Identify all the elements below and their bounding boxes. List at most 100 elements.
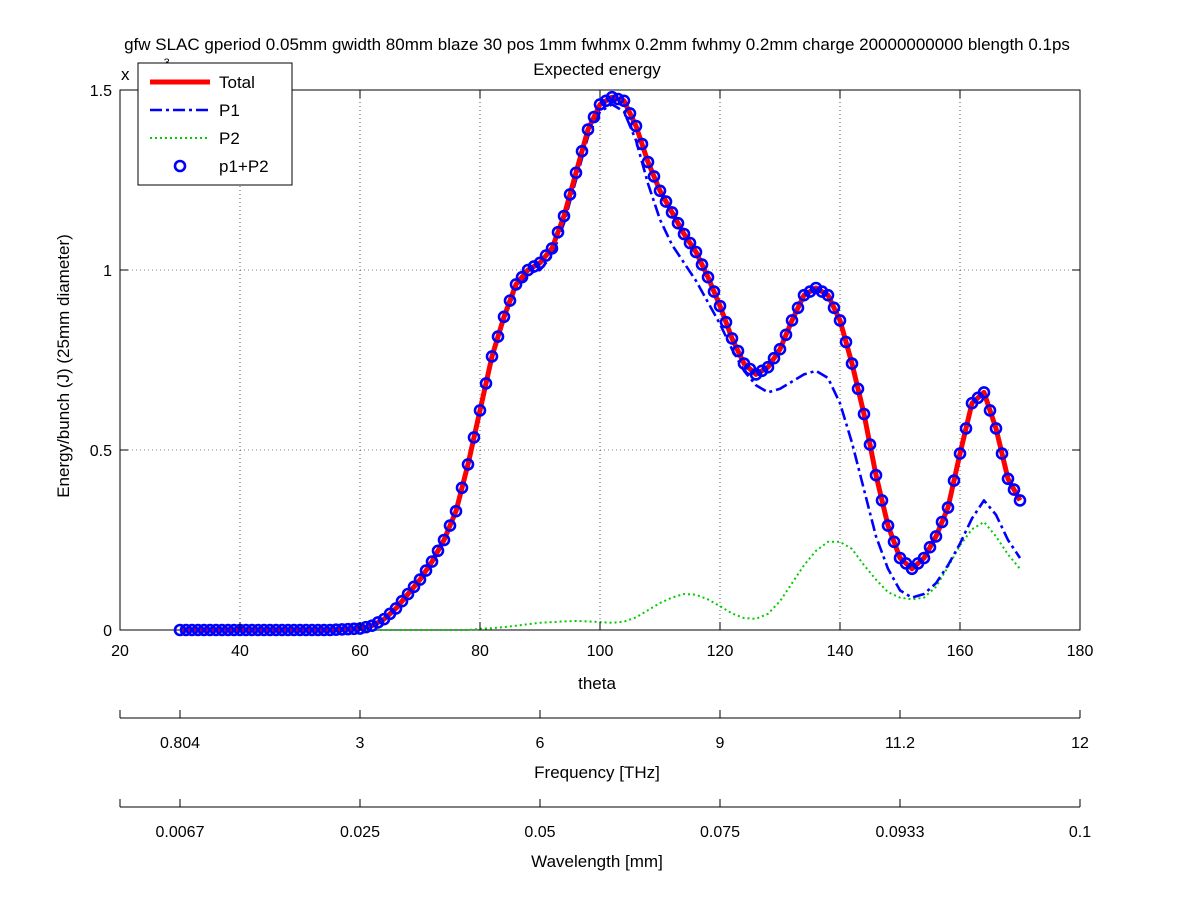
series-p1-p2-point <box>725 332 739 345</box>
x-tick-label: 60 <box>351 643 369 660</box>
series-p1-p2-point <box>623 107 637 120</box>
series-p1-p2-point <box>533 256 547 270</box>
frequency-axis: 0.804 3 6 9 11.2 12 <box>119 710 1089 752</box>
series-p1-p2-point <box>443 519 457 532</box>
series-p1-p2-point <box>707 285 721 298</box>
wavelength-axis-label: Wavelength [mm] <box>531 852 663 871</box>
series-p1-p2-point <box>785 314 799 327</box>
series-p1-p2-point <box>779 328 793 342</box>
series-p1-p2-point <box>317 623 331 637</box>
series-p1-p2-markers <box>173 90 1027 637</box>
secondary-tick-label: 12 <box>1071 735 1089 752</box>
series-p1-p2-point <box>1013 494 1027 507</box>
y-axis-label: Energy/bunch (J) (25mm diameter) <box>54 234 73 498</box>
series-p1-p2-point <box>239 623 253 637</box>
series-p1-p2-point <box>719 315 733 329</box>
series-p1-p2-point <box>629 119 643 133</box>
series-p1-p2-point <box>857 407 871 421</box>
series-p1-p2-point <box>479 377 493 390</box>
secondary-tick-label: 6 <box>536 735 545 752</box>
series-p1-p2-point <box>305 623 319 637</box>
series-p1-p2-point <box>641 155 655 169</box>
series-p1-p2-point <box>863 438 877 451</box>
secondary-tick-label: 0.05 <box>524 824 555 841</box>
series-p1-p2-point <box>611 92 625 106</box>
series-p1-p2-point <box>821 288 835 302</box>
series-p1-p2-point <box>437 533 451 547</box>
series-p1-p2-point <box>767 351 781 365</box>
series-p1-p2-point <box>941 501 955 514</box>
series-p1-p2-point <box>839 335 853 349</box>
series-p1-p2-point <box>989 422 1003 435</box>
x-tick-label: 140 <box>827 643 854 660</box>
series-p1-p2-point <box>257 623 271 637</box>
series-p1-p2-point <box>431 544 445 558</box>
secondary-tick-label: 0.025 <box>340 824 380 841</box>
series-p1-p2-point <box>875 494 889 507</box>
series-p1-p2-point <box>947 474 961 487</box>
secondary-tick-label: 0.075 <box>700 824 740 841</box>
x-tick-label: 20 <box>111 643 129 660</box>
legend-label-p1-p2: p1+P2 <box>219 157 269 176</box>
series-p1-p2-point <box>173 623 187 637</box>
series-p1-p2-point <box>413 573 427 586</box>
series-p1-p2-point <box>245 623 259 637</box>
series-p1-p2-point <box>359 620 373 634</box>
series-p1-p2-point <box>569 166 583 180</box>
series-p1-p2-point <box>497 310 511 324</box>
secondary-tick-label: 11.2 <box>885 735 915 752</box>
series-p1-p2-point <box>563 188 577 201</box>
series-p1-p2-point <box>923 540 937 554</box>
series-p1-p2-point <box>959 422 973 435</box>
series-p1-p2-point <box>227 623 241 637</box>
series-p1-p2-point <box>323 623 337 637</box>
x-tick-label: 40 <box>231 643 249 660</box>
series-p1-p2-point <box>263 623 277 637</box>
secondary-tick-label: 3 <box>356 735 365 752</box>
series-p1-p2-point <box>395 594 409 608</box>
series-p1-p2-point <box>203 623 217 637</box>
series-p1-p2-point <box>701 270 715 284</box>
series-p1-p2-point <box>659 195 673 208</box>
series-p1-p2-point <box>683 236 697 250</box>
secondary-tick-label: 0.1 <box>1069 824 1091 841</box>
series-p1-p2-point <box>557 209 571 223</box>
series-p1-p2-point <box>269 623 283 637</box>
series-p1-p2-point <box>407 580 421 594</box>
series-p1-p2-point <box>887 535 901 549</box>
series-p1-p2-point <box>473 404 487 417</box>
legend-label-p2: P2 <box>219 129 240 148</box>
series-p1-p2-point <box>179 623 193 637</box>
series-p1-p2-point <box>731 344 745 358</box>
series-p1-p2-point <box>617 94 631 108</box>
series-p1-p2-point <box>503 294 517 307</box>
legend-label-p1: P1 <box>219 101 240 120</box>
series-p1-p2-point <box>209 623 223 637</box>
series-p1-p2-point <box>545 242 559 255</box>
y-tick-label: 1.5 <box>90 83 112 100</box>
series-p1-p2-point <box>977 386 991 399</box>
series-p1-p2-point <box>653 184 667 198</box>
y-tick-label: 1 <box>103 263 112 280</box>
series-p1-p2-point <box>773 342 787 356</box>
series-p1-p2-point <box>551 225 565 239</box>
series-p1-p2-point <box>1007 483 1021 496</box>
series-p1-p2-point <box>983 404 997 417</box>
legend-label-total: Total <box>219 73 255 92</box>
legend-swatch-p1-p2 <box>173 159 187 173</box>
y-exponent-x: x <box>121 65 130 84</box>
series-p1-p2-point <box>197 623 211 637</box>
series-p1-p2-point <box>827 301 841 315</box>
series-p1-p2-point <box>467 431 481 444</box>
series-p1-p2-point <box>425 555 439 568</box>
series-p1-p2-point <box>929 530 943 543</box>
series-p1-p2-point <box>281 623 295 637</box>
x-tick-label: 80 <box>471 643 489 660</box>
series-p1-p2-point <box>581 123 595 136</box>
series-p1-p2-point <box>935 515 949 529</box>
secondary-tick-label: 9 <box>716 735 725 752</box>
series-p1-p2-point <box>587 110 601 124</box>
series-p1-p2-point <box>485 350 499 363</box>
series-layer <box>173 90 1027 637</box>
